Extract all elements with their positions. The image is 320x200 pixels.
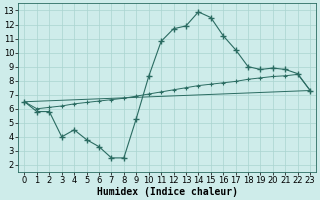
X-axis label: Humidex (Indice chaleur): Humidex (Indice chaleur) <box>97 186 238 197</box>
